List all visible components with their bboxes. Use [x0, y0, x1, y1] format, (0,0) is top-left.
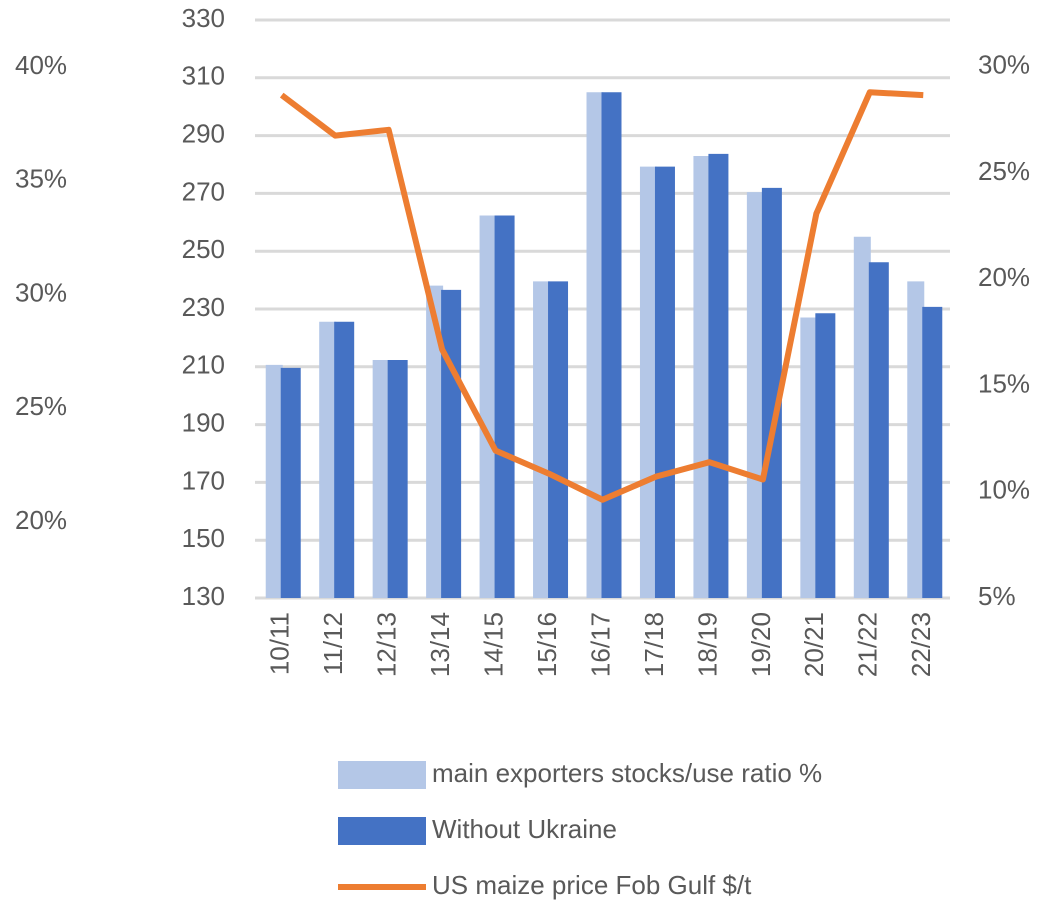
- bar: [853, 236, 871, 598]
- y2-tick-label: 10%: [978, 475, 1030, 505]
- x-tick-label: 14/15: [478, 612, 508, 677]
- y3-tick-label: 20%: [15, 505, 67, 535]
- x-tick-label: 15/16: [532, 612, 562, 677]
- x-tick-label: 22/23: [906, 612, 936, 677]
- legend-label: US maize price Fob Gulf $/t: [432, 870, 752, 900]
- y2-tick-label: 5%: [978, 581, 1016, 611]
- bar: [548, 281, 569, 598]
- bar: [494, 215, 515, 598]
- y-tick-label: 290: [182, 118, 225, 148]
- x-tick-label: 12/13: [372, 612, 402, 677]
- x-tick-label: 16/17: [585, 612, 615, 677]
- legend-swatch: [338, 761, 426, 789]
- bar: [441, 289, 462, 598]
- y-tick-label: 250: [182, 234, 225, 264]
- y-tick-label: 230: [182, 292, 225, 322]
- y-tick-label: 270: [182, 176, 225, 206]
- y2-tick-label: 15%: [978, 368, 1030, 398]
- bar: [654, 166, 675, 598]
- bar: [693, 156, 711, 598]
- y-tick-label: 170: [182, 465, 225, 495]
- bar: [334, 321, 355, 598]
- y-tick-label: 150: [182, 523, 225, 553]
- y2-tick-label: 20%: [978, 262, 1030, 292]
- bar: [708, 153, 729, 598]
- bar: [280, 367, 301, 598]
- y2-tick-label: 25%: [978, 156, 1030, 186]
- bar: [319, 321, 337, 598]
- legend-label: Without Ukraine: [432, 814, 617, 844]
- bar: [907, 281, 925, 598]
- bar: [586, 92, 604, 598]
- bar: [601, 92, 622, 598]
- x-tick-label: 18/19: [692, 612, 722, 677]
- x-tick-label: 13/14: [425, 612, 455, 677]
- bar: [746, 192, 764, 598]
- bar: [868, 262, 889, 598]
- legend-label: main exporters stocks/use ratio %: [432, 758, 822, 788]
- y-tick-label: 210: [182, 350, 225, 380]
- x-tick-label: 10/11: [265, 612, 295, 675]
- y3-tick-label: 40%: [15, 50, 67, 80]
- bar: [265, 364, 283, 598]
- bar: [761, 187, 782, 598]
- bar: [426, 285, 444, 598]
- legend-swatch: [338, 817, 426, 845]
- line: [279, 89, 924, 503]
- x-tick-label: 11/12: [318, 612, 348, 675]
- y-tick-label: 310: [182, 61, 225, 91]
- bar: [387, 360, 408, 598]
- x-tick-label: 21/22: [853, 612, 883, 677]
- y3-tick-label: 35%: [15, 164, 67, 194]
- bar: [800, 317, 818, 598]
- y3-tick-label: 25%: [15, 391, 67, 421]
- bar: [372, 360, 390, 598]
- x-tick-label: 17/18: [639, 612, 669, 677]
- y-tick-label: 130: [182, 581, 225, 611]
- y-tick-label: 330: [182, 3, 225, 33]
- x-tick-label: 20/21: [799, 612, 829, 677]
- bar: [639, 166, 657, 598]
- y-tick-label: 190: [182, 407, 225, 437]
- bar: [533, 281, 551, 598]
- x-tick-label: 19/20: [746, 612, 776, 677]
- y3-tick-label: 30%: [15, 277, 67, 307]
- bar: [815, 313, 836, 598]
- bar: [922, 306, 943, 598]
- bar: [479, 215, 497, 598]
- y2-tick-label: 30%: [978, 50, 1030, 80]
